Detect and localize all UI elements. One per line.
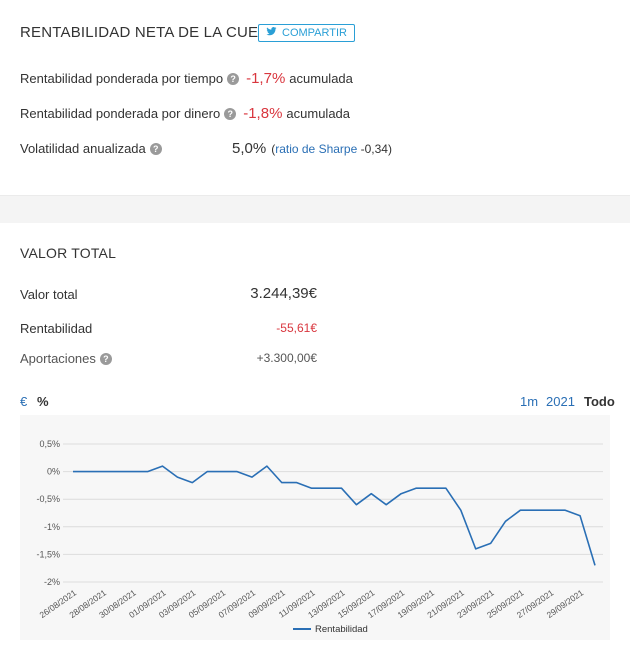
sharpe-info: (ratio de Sharpe -0,34) bbox=[271, 142, 392, 156]
help-icon[interactable]: ? bbox=[149, 142, 162, 155]
volatility-label: Volatilidad anualizada bbox=[20, 141, 146, 156]
y-tick-label: 0,5% bbox=[39, 439, 60, 449]
valor-total-label: Valor total bbox=[20, 287, 78, 302]
volatility-value: 5,0% bbox=[232, 140, 267, 157]
unit-euro-toggle[interactable]: € bbox=[20, 394, 28, 409]
mwr-value: -1,8% bbox=[243, 105, 283, 122]
mwr-label: Rentabilidad ponderada por dinero bbox=[20, 106, 221, 121]
y-tick-label: -1,5% bbox=[36, 549, 60, 559]
mwr-row: Rentabilidad ponderada por dinero ? -1,8… bbox=[20, 105, 350, 122]
net-return-title: RENTABILIDAD NETA DE LA CUENTA bbox=[20, 24, 288, 41]
chart-background bbox=[20, 415, 610, 640]
net-return-card: RENTABILIDAD NETA DE LA CUENTA COMPARTIR… bbox=[0, 0, 630, 195]
twitter-icon bbox=[266, 26, 277, 40]
range-2021-button[interactable]: 2021 bbox=[546, 394, 575, 409]
volatility-value-row: 5,0% (ratio de Sharpe -0,34) bbox=[232, 140, 392, 157]
rentabilidad-label: Rentabilidad bbox=[20, 321, 93, 336]
sharpe-link[interactable]: ratio de Sharpe bbox=[275, 141, 358, 156]
twr-value: -1,7% bbox=[246, 70, 286, 87]
volatility-row: Volatilidad anualizada ? bbox=[20, 141, 162, 156]
twr-label: Rentabilidad ponderada por tiempo bbox=[20, 71, 224, 86]
aportaciones-label: Aportaciones bbox=[20, 351, 96, 366]
share-button[interactable]: COMPARTIR bbox=[258, 24, 355, 42]
help-icon[interactable]: ? bbox=[224, 107, 237, 120]
sharpe-open: ( bbox=[271, 141, 276, 156]
sharpe-value: -0,34) bbox=[360, 141, 392, 156]
y-tick-label: -2% bbox=[44, 577, 60, 587]
y-tick-label: -1% bbox=[44, 522, 60, 532]
section-divider bbox=[0, 195, 630, 224]
legend-label: Rentabilidad bbox=[315, 624, 368, 635]
unit-percent-toggle[interactable]: % bbox=[37, 394, 49, 409]
y-tick-label: -0,5% bbox=[36, 494, 60, 504]
range-1m-button[interactable]: 1m bbox=[520, 394, 539, 409]
aportaciones-value: +3.300,00€ bbox=[256, 351, 317, 365]
valor-total-value: 3.244,39€ bbox=[250, 285, 317, 302]
help-icon[interactable]: ? bbox=[99, 352, 112, 365]
mwr-suffix: acumulada bbox=[286, 106, 351, 121]
aportaciones-row: Aportaciones ? bbox=[20, 351, 112, 366]
total-value-title: VALOR TOTAL bbox=[20, 245, 117, 261]
help-icon[interactable]: ? bbox=[227, 72, 240, 85]
return-chart-svg: 0,5%0%-0,5%-1%-1,5%-2%26/08/202128/08/20… bbox=[20, 415, 610, 640]
return-chart: 0,5% 0% -0,5% -1% -1,5% -2% 26/08/2021 28/08/20… bbox=[20, 415, 610, 640]
twr-suffix: acumulada bbox=[289, 71, 353, 86]
rentabilidad-value: -55,61€ bbox=[276, 321, 317, 335]
series-line-rentabilidad bbox=[73, 465, 596, 566]
share-button-label: COMPARTIR bbox=[282, 27, 347, 39]
twr-row: Rentabilidad ponderada por tiempo ? -1,7… bbox=[20, 70, 353, 87]
range-all-button[interactable]: Todo bbox=[584, 394, 615, 409]
y-tick-label: 0% bbox=[47, 467, 60, 477]
